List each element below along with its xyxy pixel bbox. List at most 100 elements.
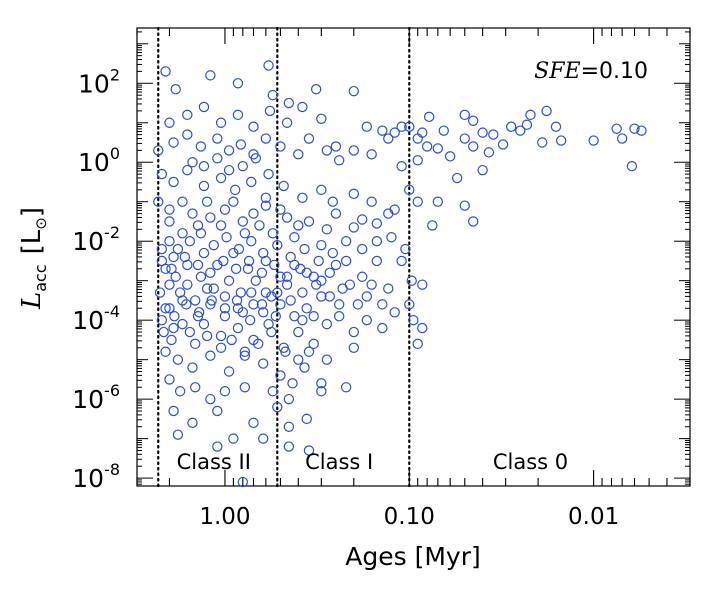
data-point	[246, 176, 257, 188]
data-point	[366, 196, 377, 207]
data-point	[310, 83, 322, 95]
class-labels: Class II Class I Class 0	[177, 450, 569, 474]
data-point	[488, 129, 499, 140]
data-point	[256, 299, 268, 310]
data-point	[272, 287, 283, 298]
data-point	[182, 279, 193, 290]
data-point	[316, 291, 327, 302]
data-point	[226, 334, 237, 346]
data-point	[246, 236, 257, 247]
data-point	[626, 160, 638, 172]
data-point	[297, 101, 308, 113]
data-point	[468, 115, 479, 126]
data-point	[190, 338, 201, 350]
data-point	[417, 279, 428, 290]
data-point	[168, 251, 179, 263]
class-label: Class II	[177, 450, 251, 474]
data-point	[497, 139, 509, 150]
data-point	[371, 236, 383, 247]
x-tick-label: 0.01	[568, 504, 619, 530]
data-point	[281, 271, 293, 282]
data-point	[164, 236, 175, 247]
data-point	[427, 220, 438, 231]
data-point	[333, 299, 345, 310]
data-point	[327, 196, 338, 207]
data-point	[515, 125, 526, 136]
data-point	[195, 228, 207, 239]
data-point	[258, 247, 269, 259]
data-point	[170, 271, 181, 282]
data-point	[228, 196, 239, 207]
data-point	[371, 255, 383, 267]
data-point	[242, 263, 254, 275]
data-point	[254, 220, 265, 231]
data-point	[221, 232, 232, 243]
data-point	[166, 334, 177, 346]
data-point	[177, 228, 188, 239]
data-point	[383, 283, 394, 294]
data-point	[267, 89, 279, 101]
y-axis-ticks: 102 100 10-2 10-4 10-6 10-8	[72, 31, 690, 493]
data-point	[260, 255, 272, 267]
data-point	[308, 271, 319, 282]
data-point	[187, 417, 198, 429]
data-point	[281, 279, 293, 290]
class-boundaries	[157, 26, 411, 488]
data-point	[168, 137, 179, 148]
data-point	[246, 287, 257, 298]
data-point	[417, 127, 428, 138]
x-tick-label: 0.10	[384, 504, 435, 530]
data-point	[198, 160, 210, 172]
data-point	[451, 172, 463, 184]
data-point	[164, 279, 175, 290]
data-point	[293, 326, 304, 338]
data-point	[250, 153, 262, 164]
data-point	[340, 236, 352, 247]
data-point	[321, 318, 333, 330]
data-point	[215, 117, 227, 128]
data-point	[192, 259, 204, 271]
sfe-value: =0.10	[581, 59, 648, 84]
data-point	[281, 212, 293, 223]
data-point	[250, 275, 262, 286]
data-point	[156, 314, 168, 326]
data-point	[174, 287, 186, 298]
data-point	[310, 279, 322, 290]
data-point	[266, 326, 277, 338]
data-points	[153, 60, 647, 488]
data-point	[182, 259, 193, 271]
data-point	[219, 204, 231, 215]
data-point	[239, 350, 251, 361]
data-point	[541, 105, 552, 117]
data-point	[237, 160, 249, 172]
data-point	[208, 239, 219, 251]
data-point	[153, 145, 164, 156]
data-point	[237, 476, 249, 488]
data-point	[253, 338, 264, 350]
data-point	[205, 393, 216, 405]
data-point	[330, 141, 342, 152]
data-point	[348, 188, 359, 200]
data-point	[303, 346, 315, 357]
data-point	[190, 382, 201, 393]
data-point	[611, 123, 622, 134]
data-point	[316, 386, 327, 397]
data-point	[636, 125, 647, 136]
data-point	[396, 121, 407, 132]
data-point	[198, 318, 210, 330]
data-point	[483, 147, 495, 158]
data-point	[477, 164, 488, 176]
data-point	[239, 382, 251, 393]
data-point	[537, 137, 548, 148]
data-point	[223, 164, 235, 176]
data-point	[555, 135, 567, 146]
data-point	[187, 208, 198, 219]
data-point	[297, 192, 308, 203]
data-point	[406, 275, 417, 286]
data-point	[293, 220, 304, 231]
data-point	[377, 322, 388, 334]
data-point	[264, 105, 276, 117]
data-point	[396, 160, 407, 172]
data-point	[228, 433, 239, 444]
data-point	[237, 216, 249, 227]
